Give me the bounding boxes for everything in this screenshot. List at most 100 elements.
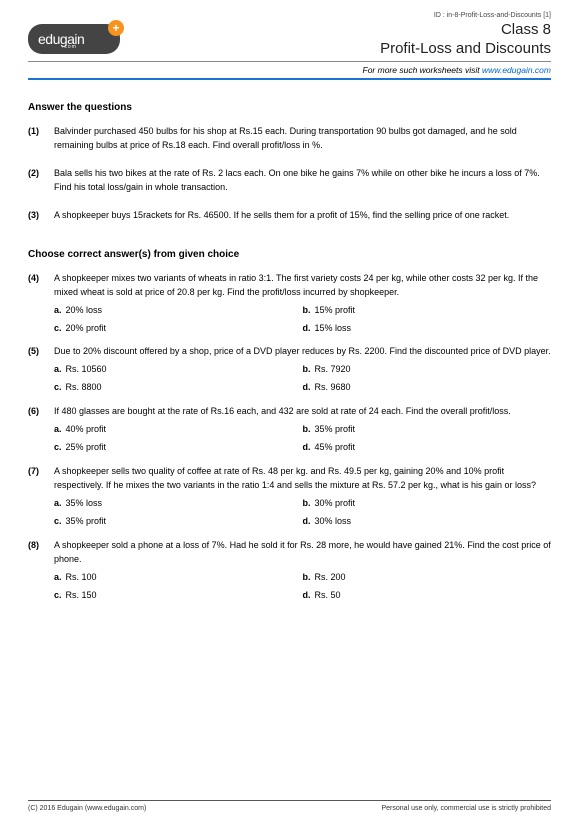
question-text: Bala sells his two bikes at the rate of … [54,167,551,195]
option-b: b. Rs. 200 [303,571,552,585]
option-text: 35% profit [66,515,107,529]
question: (2)Bala sells his two bikes at the rate … [28,167,551,199]
option-text: Rs. 150 [66,589,97,603]
option-c: c. 35% profit [54,515,303,529]
question: (8)A shopkeeper sold a phone at a loss o… [28,539,551,603]
option-d: d. 15% loss [303,322,552,336]
class-title: Class 8 [380,21,551,38]
option-a: a. Rs. 100 [54,571,303,585]
option-c: c.20% profit [54,322,303,336]
option-text: 20% loss [66,304,103,318]
option-text: 35% loss [66,497,103,511]
option-a: a.Rs. 10560 [54,363,303,377]
question-number: (5) [28,345,54,395]
question-body: A shopkeeper buys 15rackets for Rs. 4650… [54,209,551,227]
question-number: (8) [28,539,54,603]
options-grid: a. 20% loss b. 15% profit c.20% profitd. 15% … [54,304,551,336]
footer-divider [28,800,551,801]
option-label: b. [303,497,311,511]
question: (7)A shopkeeper sells two quality of cof… [28,465,551,529]
option-label: d. [303,515,311,529]
option-label: b. [303,423,311,437]
option-c: c. Rs. 150 [54,589,303,603]
option-label: b. [303,304,311,318]
document-id: ID : in-8-Profit-Loss-and-Discounts [1] [28,12,551,19]
question-body: Balvinder purchased 450 bulbs for his sh… [54,125,551,157]
option-text: Rs. 10560 [66,363,107,377]
option-d: d. Rs. 50 [303,589,552,603]
option-text: 45% profit [315,441,356,455]
option-label: d. [303,381,311,395]
option-label: b. [303,571,311,585]
worksheet-link-line: For more such worksheets visit www.eduga… [28,65,551,75]
divider-blue [28,78,551,80]
option-d: d. 30% loss [303,515,552,529]
edugain-link[interactable]: www.edugain.com [482,65,551,75]
plus-icon: + [108,20,124,36]
option-text: Rs. 7920 [315,363,351,377]
option-a: a.35% loss [54,497,303,511]
option-text: 40% profit [66,423,107,437]
question-body: A shopkeeper mixes two variants of wheat… [54,272,551,336]
mcq-questions: (4)A shopkeeper mixes two variants of wh… [28,272,551,603]
topic-title: Profit-Loss and Discounts [380,40,551,57]
options-grid: a.Rs. 10560b. Rs. 7920 c. Rs. 8800 d. Rs. 968… [54,363,551,395]
question-text: Balvinder purchased 450 bulbs for his sh… [54,125,551,153]
option-b: b. 15% profit [303,304,552,318]
section-heading-mcq: Choose correct answer(s) from given choi… [28,249,551,260]
question: (6)If 480 glasses are bought at the rate… [28,405,551,455]
option-text: Rs. 9680 [315,381,351,395]
question-text: A shopkeeper buys 15rackets for Rs. 4650… [54,209,551,223]
edugain-logo: edugain .com + [28,24,120,54]
usage-text: Personal use only, commercial use is str… [382,805,552,812]
option-label: d. [303,322,311,336]
option-text: 15% profit [315,304,356,318]
option-label: d. [303,589,311,603]
sublink-prefix: For more such worksheets visit [363,65,483,75]
question-body: If 480 glasses are bought at the rate of… [54,405,551,455]
question-number: (3) [28,209,54,227]
question-number: (4) [28,272,54,336]
question-body: A shopkeeper sells two quality of coffee… [54,465,551,529]
question: (4)A shopkeeper mixes two variants of wh… [28,272,551,336]
options-grid: a. Rs. 100 b. Rs. 200 c. Rs. 150 d. Rs. 50 [54,571,551,603]
option-text: Rs. 8800 [66,381,102,395]
option-label: b. [303,363,311,377]
option-label: c. [54,589,62,603]
section-heading-answer: Answer the questions [28,102,551,113]
option-text: 30% profit [315,497,356,511]
title-block: Class 8 Profit-Loss and Discounts [380,21,551,57]
logo-subtext: .com [62,44,77,50]
question-number: (2) [28,167,54,199]
option-b: b. Rs. 7920 [303,363,552,377]
option-a: a. 40% profit [54,423,303,437]
option-label: a. [54,304,62,318]
option-d: d. Rs. 9680 [303,381,552,395]
question-number: (1) [28,125,54,157]
option-label: c. [54,322,62,336]
option-a: a. 20% loss [54,304,303,318]
question: (3)A shopkeeper buys 15rackets for Rs. 4… [28,209,551,227]
option-text: 25% profit [66,441,107,455]
option-label: a. [54,571,62,585]
question-text: A shopkeeper sold a phone at a loss of 7… [54,539,551,567]
option-label: d. [303,441,311,455]
option-c: c. Rs. 8800 [54,381,303,395]
option-text: Rs. 50 [315,589,341,603]
option-label: c. [54,381,62,395]
question-text: A shopkeeper mixes two variants of wheat… [54,272,551,300]
option-text: 30% loss [315,515,352,529]
question-text: If 480 glasses are bought at the rate of… [54,405,551,419]
option-text: Rs. 200 [315,571,346,585]
question-body: Bala sells his two bikes at the rate of … [54,167,551,199]
option-text: Rs. 100 [66,571,97,585]
option-b: b. 30% profit [303,497,552,511]
option-label: c. [54,515,62,529]
question: (5)Due to 20% discount offered by a shop… [28,345,551,395]
question-body: Due to 20% discount offered by a shop, p… [54,345,551,395]
header-row: edugain .com + Class 8 Profit-Loss and D… [28,21,551,57]
option-text: 15% loss [315,322,352,336]
question-number: (7) [28,465,54,529]
question: (1)Balvinder purchased 450 bulbs for his… [28,125,551,157]
option-label: a. [54,423,62,437]
